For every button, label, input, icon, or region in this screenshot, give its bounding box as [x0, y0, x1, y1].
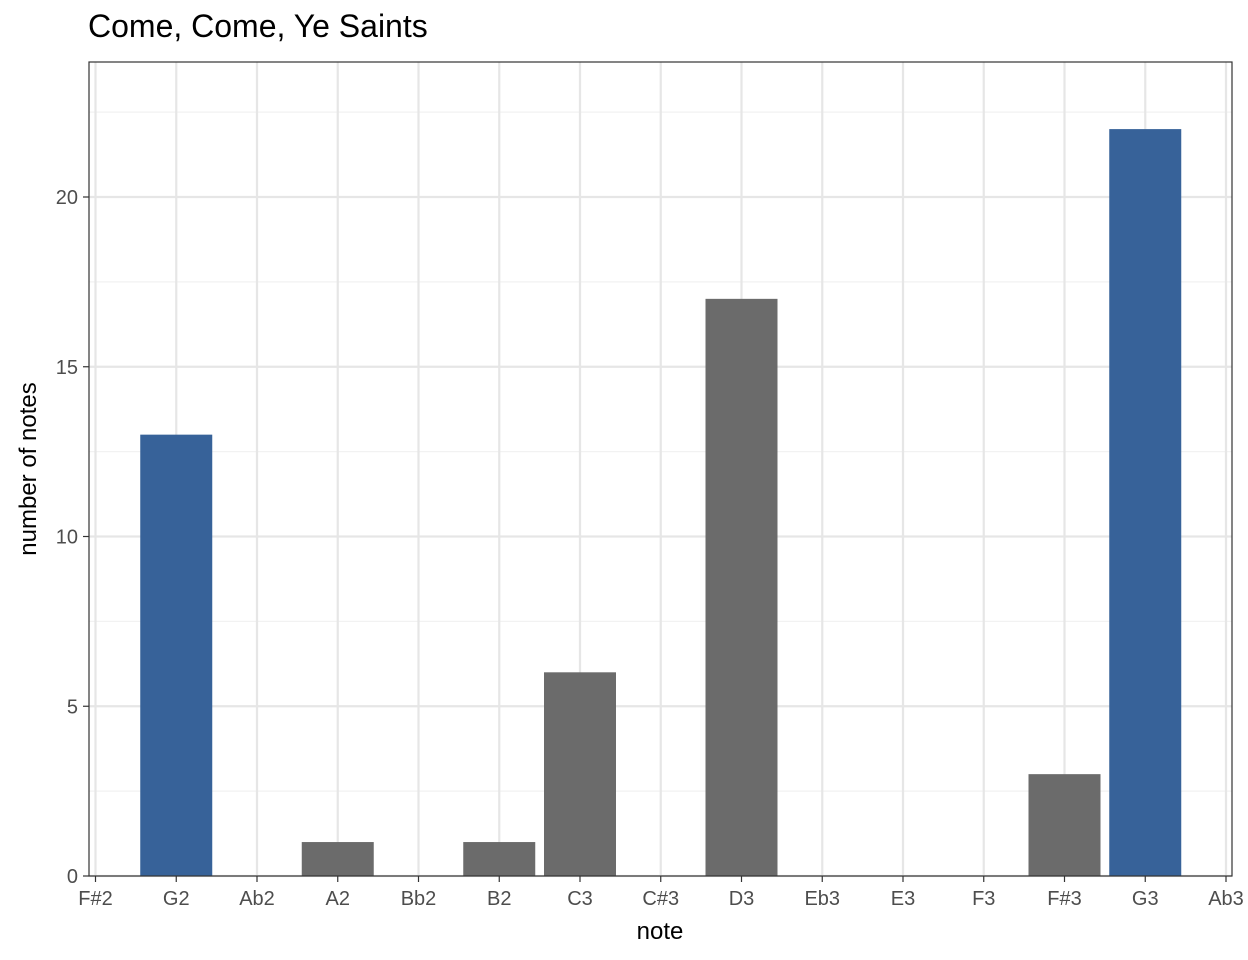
chart-title: Come, Come, Ye Saints [88, 8, 428, 44]
x-tick-label: Bb2 [401, 888, 437, 910]
bar-C3 [544, 672, 616, 876]
y-tick-label: 0 [67, 866, 78, 888]
x-tick-label: C3 [567, 888, 593, 910]
x-tick-label: C#3 [642, 888, 679, 910]
y-tick-label: 10 [56, 527, 78, 549]
x-tick-label: E3 [891, 888, 915, 910]
x-tick-label: B2 [487, 888, 511, 910]
x-tick-label: A2 [326, 888, 350, 910]
x-tick-label: Eb3 [804, 888, 840, 910]
bar-D3 [705, 298, 778, 877]
bar-A2 [301, 842, 374, 876]
y-tick-label: 20 [56, 187, 78, 209]
x-axis-title: note [637, 918, 684, 945]
y-axis-title: number of notes [15, 382, 42, 555]
axis-ticks: 0 5 10 15 20 F#2 G2 Ab2 A2 Bb2 B2 C3 C#3 D3 Eb3 E3 F3 F#3… [56, 187, 1244, 910]
x-tick-label: Ab2 [239, 888, 275, 910]
x-tick-label: Ab3 [1208, 888, 1244, 910]
x-tick-label: F3 [972, 888, 995, 910]
y-tick-label: 5 [67, 696, 78, 718]
bar-F#3 [1028, 774, 1101, 876]
x-tick-label: G2 [163, 888, 190, 910]
bar-G2 [140, 434, 213, 876]
x-tick-label: F#2 [78, 888, 112, 910]
y-tick-label: 15 [56, 357, 78, 379]
bar-G3 [1109, 129, 1182, 877]
x-tick-label: G3 [1132, 888, 1159, 910]
grid [89, 62, 1232, 878]
x-tick-label: D3 [729, 888, 755, 910]
bar-B2 [463, 842, 536, 876]
x-tick-label: F#3 [1047, 888, 1081, 910]
bars [140, 129, 1182, 877]
